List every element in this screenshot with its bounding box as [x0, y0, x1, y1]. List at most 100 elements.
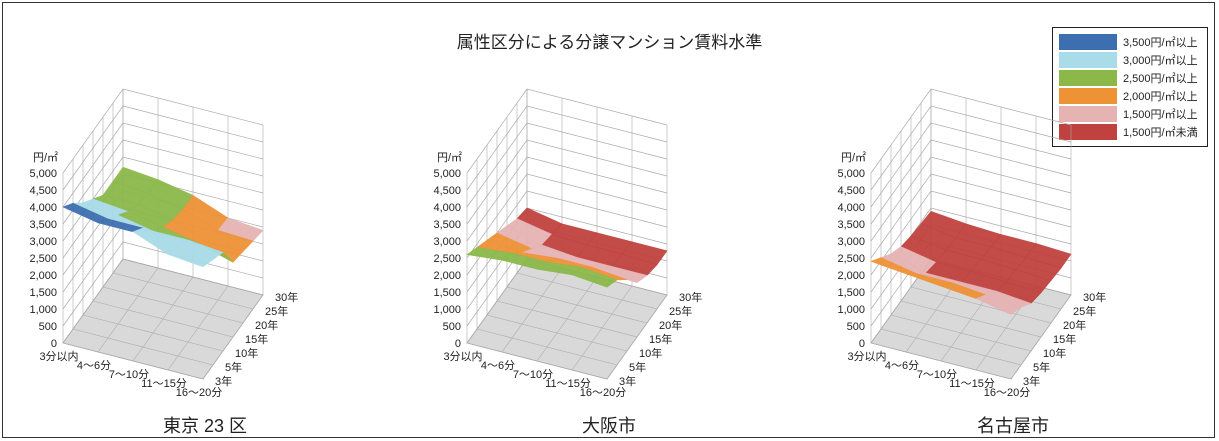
x-category-label: 4〜6分 [77, 359, 111, 372]
legend: 3,500円/㎡以上 3,000円/㎡以上 2,500円/㎡以上 2,000円/… [1052, 27, 1208, 147]
floor-gridline [496, 300, 638, 338]
legend-item: 2,000円/㎡以上 [1059, 87, 1201, 105]
z-tick-label: 3,000 [29, 236, 57, 248]
z-tick-label: 3,500 [29, 219, 57, 231]
z-tick-label: 0 [859, 338, 865, 350]
y-category-label: 5年 [1033, 360, 1050, 374]
z-tick-label: 1,500 [433, 287, 461, 299]
floor-gridline [82, 314, 224, 352]
z-tick-label: 4,500 [29, 185, 57, 197]
y-category-label: 5年 [629, 360, 646, 374]
z-tick-label: 1,000 [29, 304, 57, 316]
floor-gridline [880, 328, 1022, 366]
surface-chart-osaka: 5,000 4,500 4,000 3,500 3,000 2,500 2,000 1,500… [409, 60, 809, 440]
floor-gridline [870, 342, 1012, 380]
z-tick-label: 4,000 [433, 202, 461, 214]
x-category-label: 11〜15分 [545, 377, 591, 390]
y-category-label: 30年 [275, 290, 298, 304]
x-category-label: 16〜20分 [176, 386, 222, 399]
surface-chart-nagoya: 5,000 4,500 4,000 3,500 3,000 2,500 2,000 1,500… [813, 60, 1213, 440]
legend-label: 3,000円/㎡以上 [1123, 55, 1198, 67]
y-category-label: 15年 [1053, 332, 1076, 346]
y-category-label: 10年 [235, 346, 258, 360]
surface-patch [975, 294, 1022, 315]
floor-gridline [476, 328, 618, 366]
surface-chart-tokyo: 5,000 4,500 4,000 3,500 3,000 2,500 2,000 1,500… [5, 60, 405, 440]
legend-swatch [1059, 106, 1117, 122]
floor-gridline [486, 314, 628, 352]
z-tick-label: 500 [847, 321, 865, 333]
y-category-label: 30年 [679, 290, 702, 304]
z-tick-label: 1,000 [433, 304, 461, 316]
panel-title-osaka: 大阪市 [582, 416, 636, 436]
z-tick-label: 2,500 [29, 253, 57, 265]
z-tick-label: 5,000 [433, 168, 461, 180]
y-category-label: 30年 [1083, 290, 1106, 304]
z-tick-label: 3,000 [433, 236, 461, 248]
surface-patch [571, 267, 618, 288]
x-category-label: 11〜15分 [949, 377, 995, 390]
y-category-label: 15年 [649, 332, 672, 346]
z-tick-label: 4,000 [837, 202, 865, 214]
legend-label: 1,500円/㎡未満 [1123, 127, 1198, 139]
legend-label: 2,000円/㎡以上 [1123, 91, 1198, 103]
y-category-label: 10年 [1043, 346, 1066, 360]
x-category-label: 7〜10分 [513, 368, 553, 381]
legend-item: 1,500円/㎡以上 [1059, 105, 1201, 123]
floor-gridline [516, 272, 658, 310]
chart-title: 属性区分による分譲マンション賃料水準 [456, 33, 763, 52]
legend-item: 3,500円/㎡以上 [1059, 33, 1201, 51]
floor-gridline [910, 286, 1052, 324]
y-category-label: 20年 [1063, 318, 1086, 332]
z-tick-label: 2,500 [433, 253, 461, 265]
legend-swatch [1059, 88, 1117, 104]
z-axis-label: 円/㎡ [841, 151, 866, 164]
y-category-label: 3年 [215, 374, 232, 388]
floor-gridline [122, 258, 264, 296]
z-tick-label: 1,500 [29, 287, 57, 299]
y-category-label: 25年 [1073, 304, 1096, 318]
floor-gridline [466, 342, 608, 380]
panel-title-nagoya: 名古屋市 [977, 416, 1049, 436]
floor-gridline [112, 272, 254, 310]
y-category-label: 25年 [669, 304, 692, 318]
legend-item: 1,500円/㎡未満 [1059, 123, 1201, 141]
z-axis-label: 円/㎡ [437, 151, 462, 164]
y-category-label: 10年 [639, 346, 662, 360]
floor-gridline [900, 300, 1042, 338]
x-category-label: 3分以内 [847, 349, 886, 363]
z-tick-label: 2,000 [29, 270, 57, 282]
legend-swatch [1059, 52, 1117, 68]
x-category-label: 3分以内 [443, 349, 482, 363]
z-tick-label: 3,500 [433, 219, 461, 231]
legend-swatch [1059, 70, 1117, 86]
z-tick-label: 0 [51, 338, 57, 350]
y-category-label: 3年 [1023, 374, 1040, 388]
z-tick-label: 2,000 [837, 270, 865, 282]
x-category-label: 7〜10分 [109, 368, 149, 381]
z-tick-label: 1,000 [837, 304, 865, 316]
x-category-label: 3分以内 [39, 349, 78, 363]
y-category-label: 20年 [255, 318, 278, 332]
z-tick-label: 5,000 [29, 168, 57, 180]
x-category-label: 16〜20分 [580, 386, 626, 399]
z-tick-label: 5,000 [837, 168, 865, 180]
surface-svg-tokyo: 5,000 4,500 4,000 3,500 3,000 2,500 2,000 1,500… [29, 88, 298, 399]
z-tick-label: 0 [455, 338, 461, 350]
y-category-label: 20年 [659, 318, 682, 332]
legend-swatch [1059, 124, 1117, 140]
x-category-label: 4〜6分 [481, 359, 515, 372]
floor-gridline [506, 286, 648, 324]
x-category-label: 16〜20分 [984, 386, 1030, 399]
z-tick-label: 500 [39, 321, 57, 333]
surface-svg-nagoya: 5,000 4,500 4,000 3,500 3,000 2,500 2,000 1,500… [837, 88, 1106, 399]
legend-item: 3,000円/㎡以上 [1059, 51, 1201, 69]
z-tick-label: 2,500 [837, 253, 865, 265]
floor-gridline [92, 300, 234, 338]
y-category-label: 15年 [245, 332, 268, 346]
legend-label: 3,500円/㎡以上 [1123, 37, 1198, 49]
z-tick-label: 4,000 [29, 202, 57, 214]
legend-item: 2,500円/㎡以上 [1059, 69, 1201, 87]
floor-gridline [102, 286, 244, 324]
z-axis-label: 円/㎡ [33, 151, 58, 164]
